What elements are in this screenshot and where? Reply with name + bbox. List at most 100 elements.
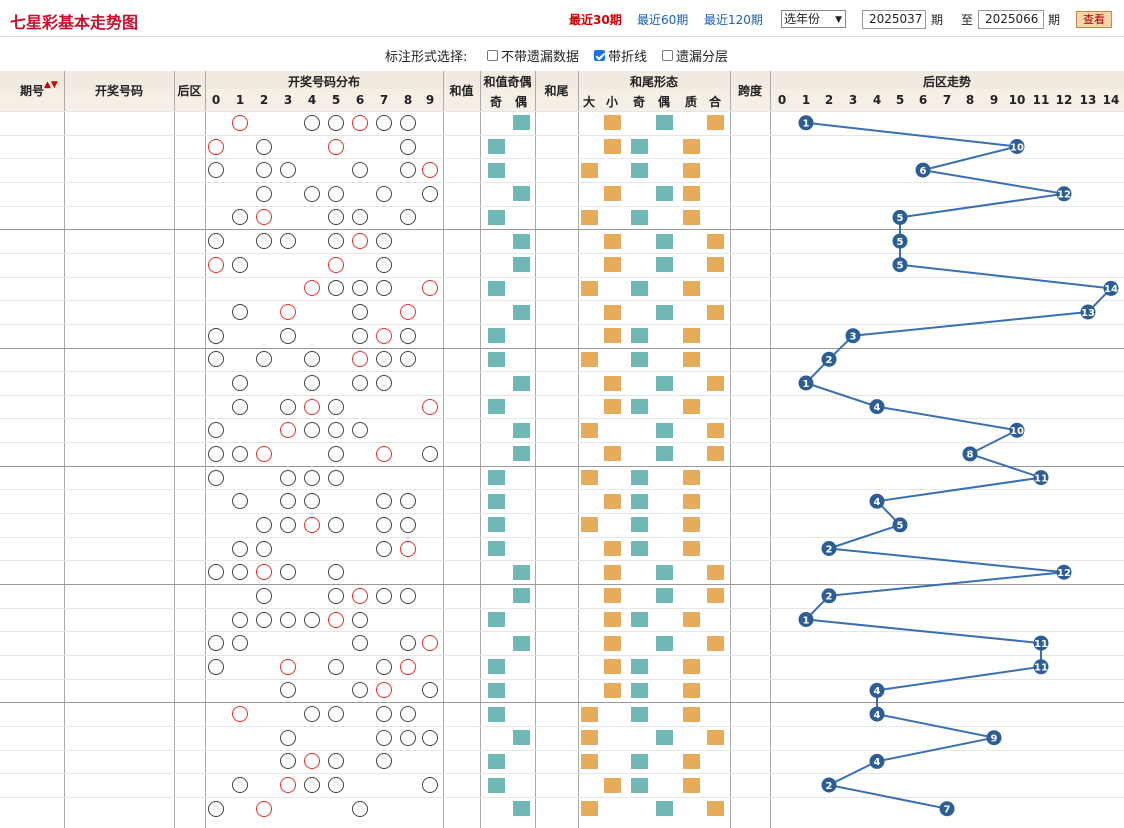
parity-tag [488, 612, 505, 627]
header-digit-9: 9 [425, 93, 435, 107]
distribution-ball [400, 162, 416, 179]
header-parity: 和值奇偶 [483, 75, 532, 89]
trend-point-label: 5 [897, 261, 904, 272]
trend-point [821, 777, 837, 793]
tail-form-tag [683, 753, 700, 769]
option-layered[interactable]: 遗漏分层 [662, 46, 728, 65]
table-row-divider [0, 181, 1124, 183]
tail-form-tag [707, 422, 724, 438]
distribution-ball [376, 375, 392, 391]
distribution-ball [352, 375, 368, 391]
checkbox-layered[interactable] [662, 50, 673, 61]
top-bar: 七星彩基本走势图 最近30期 最近60期 最近120期 选年份 ▼ 2025037… [0, 0, 1124, 37]
parity-tag [488, 682, 505, 698]
distribution-ball [352, 422, 368, 439]
parity-tag [513, 730, 530, 746]
recent-30-link[interactable]: 最近30期 [569, 13, 622, 27]
table-row-divider [0, 560, 1124, 562]
distribution-ball [232, 564, 248, 581]
distribution-ball [232, 777, 248, 793]
header-digit-5: 5 [331, 93, 341, 107]
sort-icon[interactable]: ▲▼ [44, 81, 58, 90]
tail-form-tag [683, 517, 700, 533]
tail-form-tag [604, 777, 621, 793]
distribution-ball [256, 800, 272, 817]
tail-form-tag [707, 801, 724, 817]
header-trend-8: 8 [965, 93, 975, 107]
tail-form-tag [581, 162, 598, 178]
distribution-ball [352, 162, 368, 179]
parity-tag [513, 422, 530, 438]
distribution-ball [422, 729, 438, 746]
trend-point-label: 2 [826, 781, 833, 792]
recent-60-link[interactable]: 最近60期 [637, 13, 689, 27]
header-odd: 奇 [632, 95, 645, 109]
parity-tag [488, 139, 505, 154]
distribution-ball [328, 587, 344, 604]
tail-form-tag [631, 351, 648, 367]
tail-form-tag [604, 375, 621, 391]
option-polyline[interactable]: 带折线 [594, 46, 647, 65]
parity-tag [513, 446, 530, 462]
parity-tag [488, 706, 505, 722]
tail-form-tag [604, 328, 621, 344]
year-select[interactable]: 选年份 ▼ [781, 10, 846, 28]
table-header-top [0, 71, 1124, 89]
distribution-ball [304, 375, 320, 391]
table-row-divider [0, 442, 1124, 444]
to-period-input[interactable]: 2025066 [978, 10, 1044, 29]
table-row-divider [0, 394, 1124, 396]
parity-tag [513, 115, 530, 131]
tail-form-tag [631, 517, 648, 533]
distribution-ball [422, 162, 438, 179]
distribution-ball [304, 114, 320, 131]
option-polyline-label: 带折线 [608, 50, 648, 65]
column-divider [535, 71, 536, 828]
distribution-ball [400, 635, 416, 652]
parity-tag [513, 564, 530, 580]
tail-form-tag [604, 186, 621, 202]
trend-point [892, 209, 908, 225]
tail-form-tag [707, 588, 724, 604]
tail-form-tag [656, 730, 673, 746]
trend-point-label: 1 [803, 615, 810, 626]
tail-form-tag [631, 162, 648, 178]
tail-form-tag [631, 541, 648, 556]
column-divider [480, 71, 481, 828]
checkbox-polyline[interactable] [594, 50, 605, 61]
tail-form-tag [631, 470, 648, 486]
trend-point-label: 4 [874, 686, 881, 697]
trend-point [1009, 139, 1025, 154]
tail-form-tag [707, 730, 724, 746]
trend-point [1033, 635, 1049, 651]
option-no-omission[interactable]: 不带遗漏数据 [487, 46, 579, 65]
tail-form-tag [683, 612, 700, 627]
distribution-ball [376, 706, 392, 723]
distribution-ball [304, 351, 320, 368]
checkbox-no-omission[interactable] [487, 50, 498, 61]
header-trend-0: 0 [777, 93, 787, 107]
distribution-ball [376, 493, 392, 510]
header-trend-11: 11 [1032, 93, 1050, 107]
tail-form-tag [631, 209, 648, 225]
trend-point [1080, 304, 1096, 320]
distribution-ball [304, 777, 320, 793]
column-divider [443, 71, 444, 828]
distribution-ball [280, 682, 296, 699]
parity-tag [488, 470, 505, 486]
distribution-ball [208, 162, 224, 179]
distribution-ball [304, 516, 320, 533]
parity-tag [513, 304, 530, 320]
option-layered-label: 遗漏分层 [676, 50, 729, 65]
table-header-bottom [0, 89, 1124, 111]
distribution-ball [400, 209, 416, 226]
distribution-ball [328, 233, 344, 250]
from-period-input[interactable]: 2025037 [862, 10, 926, 29]
header-trend-1: 1 [801, 93, 811, 107]
distribution-ball [280, 777, 296, 793]
trend-point [821, 541, 837, 556]
tail-form-tag [604, 446, 621, 462]
header-span: 跨度 [737, 84, 762, 98]
view-button[interactable]: 查看 [1076, 11, 1112, 28]
recent-120-link[interactable]: 最近120期 [704, 13, 763, 27]
